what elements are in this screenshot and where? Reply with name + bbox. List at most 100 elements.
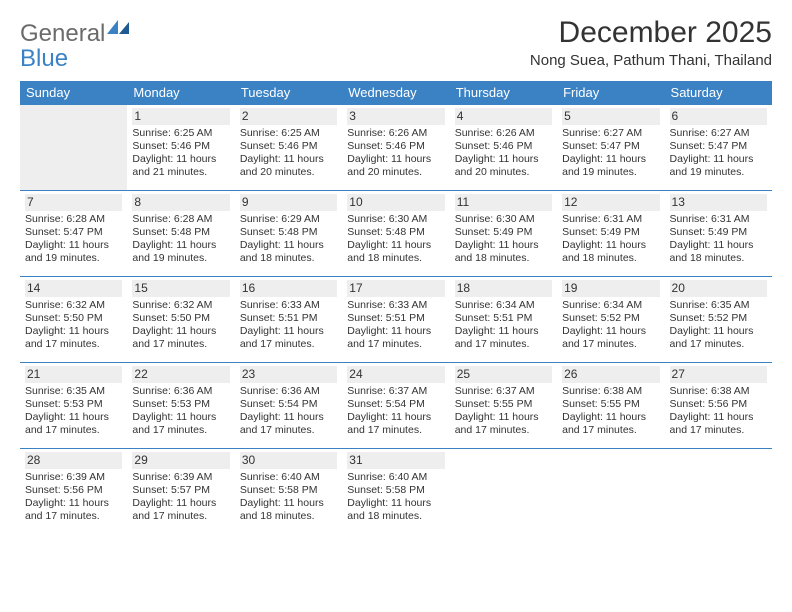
calendar-day-cell: 5 Sunrise: 6:27 AMSunset: 5:47 PMDaylight… xyxy=(557,105,664,191)
calendar-day-cell: 9 Sunrise: 6:29 AMSunset: 5:48 PMDaylight… xyxy=(235,191,342,277)
calendar-day-cell: 12 Sunrise: 6:31 AMSunset: 5:49 PMDayligh… xyxy=(557,191,664,277)
day-details: Sunrise: 6:40 AMSunset: 5:58 PMDaylight:… xyxy=(240,471,337,524)
brand-logo: General xyxy=(20,20,129,48)
calendar-day-cell: 19Sunrise: 6:34 AMSunset: 5:52 PMDayligh… xyxy=(557,277,664,363)
day-header-row: SundayMondayTuesdayWednesdayThursdayFrid… xyxy=(20,81,772,105)
day-details: Sunrise: 6:39 AMSunset: 5:57 PMDaylight:… xyxy=(132,471,229,524)
day-details: Sunrise: 6:37 AMSunset: 5:55 PMDaylight:… xyxy=(455,385,552,438)
calendar-day-cell: 15 Sunrise: 6:32 AMSunset: 5:50 PMDayligh… xyxy=(127,277,234,363)
day-details: Sunrise: 6:28 AMSunset: 5:47 PMDaylight:… xyxy=(25,213,122,266)
location-text: Nong Suea, Pathum Thani, Thailand xyxy=(530,52,772,69)
calendar-table: SundayMondayTuesdayWednesdayThursdayFrid… xyxy=(20,81,772,535)
calendar-day-cell: 23Sunrise: 6:36 AMSunset: 5:54 PMDayligh… xyxy=(235,363,342,449)
day-number: 31 xyxy=(347,452,444,469)
calendar-day-cell: 18 Sunrise: 6:34 AMSunset: 5:51 PMDayligh… xyxy=(450,277,557,363)
calendar-day-cell: 31 Sunrise: 6:40 AMSunset: 5:58 PMDayligh… xyxy=(342,449,449,535)
day-number: 9 xyxy=(240,194,337,211)
day-header: Wednesday xyxy=(342,81,449,105)
day-number: 3 xyxy=(347,108,444,125)
day-details: Sunrise: 6:38 AMSunset: 5:55 PMDaylight:… xyxy=(562,385,659,438)
day-number: 2 xyxy=(240,108,337,125)
day-number: 6 xyxy=(670,108,767,125)
calendar-day-cell: 27Sunrise: 6:38 AMSunset: 5:56 PMDayligh… xyxy=(665,363,772,449)
calendar-day-cell xyxy=(557,449,664,535)
day-details: Sunrise: 6:35 AMSunset: 5:53 PMDaylight:… xyxy=(25,385,122,438)
day-header: Sunday xyxy=(20,81,127,105)
calendar-day-cell: 26 Sunrise: 6:38 AMSunset: 5:55 PMDayligh… xyxy=(557,363,664,449)
calendar-day-cell: 25 Sunrise: 6:37 AMSunset: 5:55 PMDayligh… xyxy=(450,363,557,449)
day-details: Sunrise: 6:32 AMSunset: 5:50 PMDaylight:… xyxy=(132,299,229,352)
month-title: December 2025 xyxy=(530,16,772,50)
calendar-day-cell: 21Sunrise: 6:35 AMSunset: 5:53 PMDayligh… xyxy=(20,363,127,449)
calendar-day-cell xyxy=(665,449,772,535)
day-details: Sunrise: 6:31 AMSunset: 5:49 PMDaylight:… xyxy=(562,213,659,266)
day-number: 7 xyxy=(25,194,122,211)
day-header: Saturday xyxy=(665,81,772,105)
calendar-day-cell: 7 Sunrise: 6:28 AMSunset: 5:47 PMDaylight… xyxy=(20,191,127,277)
calendar-day-cell: 4 Sunrise: 6:26 AMSunset: 5:46 PMDaylight… xyxy=(450,105,557,191)
sail-icon xyxy=(107,20,129,34)
day-details: Sunrise: 6:40 AMSunset: 5:58 PMDaylight:… xyxy=(347,471,444,524)
calendar-day-cell: 20 Sunrise: 6:35 AMSunset: 5:52 PMDayligh… xyxy=(665,277,772,363)
calendar-day-cell: 2 Sunrise: 6:25 AMSunset: 5:46 PMDaylight… xyxy=(235,105,342,191)
brand-part1: General xyxy=(20,20,105,48)
calendar-day-cell: 28Sunrise: 6:39 AMSunset: 5:56 PMDayligh… xyxy=(20,449,127,535)
day-details: Sunrise: 6:36 AMSunset: 5:53 PMDaylight:… xyxy=(132,385,229,438)
day-number: 15 xyxy=(132,280,229,297)
calendar-day-cell: 10Sunrise: 6:30 AMSunset: 5:48 PMDayligh… xyxy=(342,191,449,277)
day-details: Sunrise: 6:28 AMSunset: 5:48 PMDaylight:… xyxy=(132,213,229,266)
day-number: 8 xyxy=(132,194,229,211)
calendar-day-cell: 16Sunrise: 6:33 AMSunset: 5:51 PMDayligh… xyxy=(235,277,342,363)
day-details: Sunrise: 6:34 AMSunset: 5:52 PMDaylight:… xyxy=(562,299,659,352)
calendar-day-cell: 8 Sunrise: 6:28 AMSunset: 5:48 PMDaylight… xyxy=(127,191,234,277)
day-details: Sunrise: 6:25 AMSunset: 5:46 PMDaylight:… xyxy=(240,127,337,180)
calendar-day-cell: 3Sunrise: 6:26 AMSunset: 5:46 PMDaylight… xyxy=(342,105,449,191)
day-details: Sunrise: 6:36 AMSunset: 5:54 PMDaylight:… xyxy=(240,385,337,438)
day-number: 22 xyxy=(132,366,229,383)
day-number: 11 xyxy=(455,194,552,211)
day-number: 12 xyxy=(562,194,659,211)
calendar-day-cell: 6 Sunrise: 6:27 AMSunset: 5:47 PMDaylight… xyxy=(665,105,772,191)
day-number: 26 xyxy=(562,366,659,383)
calendar-day-cell: 1Sunrise: 6:25 AMSunset: 5:46 PMDaylight… xyxy=(127,105,234,191)
day-details: Sunrise: 6:26 AMSunset: 5:46 PMDaylight:… xyxy=(455,127,552,180)
day-details: Sunrise: 6:30 AMSunset: 5:49 PMDaylight:… xyxy=(455,213,552,266)
calendar-page: General December 2025 Nong Suea, Pathum … xyxy=(0,0,792,535)
calendar-week-row: 14 Sunrise: 6:32 AMSunset: 5:50 PMDayligh… xyxy=(20,277,772,363)
day-details: Sunrise: 6:29 AMSunset: 5:48 PMDaylight:… xyxy=(240,213,337,266)
day-details: Sunrise: 6:25 AMSunset: 5:46 PMDaylight:… xyxy=(132,127,229,180)
calendar-week-row: 28Sunrise: 6:39 AMSunset: 5:56 PMDayligh… xyxy=(20,449,772,535)
calendar-day-cell: 30 Sunrise: 6:40 AMSunset: 5:58 PMDayligh… xyxy=(235,449,342,535)
title-block: December 2025 Nong Suea, Pathum Thani, T… xyxy=(530,16,772,69)
day-details: Sunrise: 6:27 AMSunset: 5:47 PMDaylight:… xyxy=(670,127,767,180)
calendar-day-cell: 13Sunrise: 6:31 AMSunset: 5:49 PMDayligh… xyxy=(665,191,772,277)
calendar-day-cell xyxy=(450,449,557,535)
day-number: 5 xyxy=(562,108,659,125)
day-number: 16 xyxy=(240,280,337,297)
day-details: Sunrise: 6:27 AMSunset: 5:47 PMDaylight:… xyxy=(562,127,659,180)
brand-part2: Blue xyxy=(20,45,68,72)
day-number: 14 xyxy=(25,280,122,297)
day-number: 24 xyxy=(347,366,444,383)
day-number: 18 xyxy=(455,280,552,297)
day-number: 30 xyxy=(240,452,337,469)
day-number: 4 xyxy=(455,108,552,125)
calendar-day-cell: 11 Sunrise: 6:30 AMSunset: 5:49 PMDayligh… xyxy=(450,191,557,277)
day-number: 13 xyxy=(670,194,767,211)
day-details: Sunrise: 6:35 AMSunset: 5:52 PMDaylight:… xyxy=(670,299,767,352)
day-number: 25 xyxy=(455,366,552,383)
calendar-day-cell xyxy=(20,105,127,191)
day-header: Friday xyxy=(557,81,664,105)
day-number: 17 xyxy=(347,280,444,297)
day-number: 29 xyxy=(132,452,229,469)
day-number: 28 xyxy=(25,452,122,469)
calendar-day-cell: 22 Sunrise: 6:36 AMSunset: 5:53 PMDayligh… xyxy=(127,363,234,449)
calendar-day-cell: 29 Sunrise: 6:39 AMSunset: 5:57 PMDayligh… xyxy=(127,449,234,535)
calendar-week-row: 7 Sunrise: 6:28 AMSunset: 5:47 PMDaylight… xyxy=(20,191,772,277)
day-header: Tuesday xyxy=(235,81,342,105)
day-number: 20 xyxy=(670,280,767,297)
day-details: Sunrise: 6:34 AMSunset: 5:51 PMDaylight:… xyxy=(455,299,552,352)
calendar-body: 1Sunrise: 6:25 AMSunset: 5:46 PMDaylight… xyxy=(20,105,772,535)
calendar-day-cell: 17Sunrise: 6:33 AMSunset: 5:51 PMDayligh… xyxy=(342,277,449,363)
calendar-week-row: 1Sunrise: 6:25 AMSunset: 5:46 PMDaylight… xyxy=(20,105,772,191)
